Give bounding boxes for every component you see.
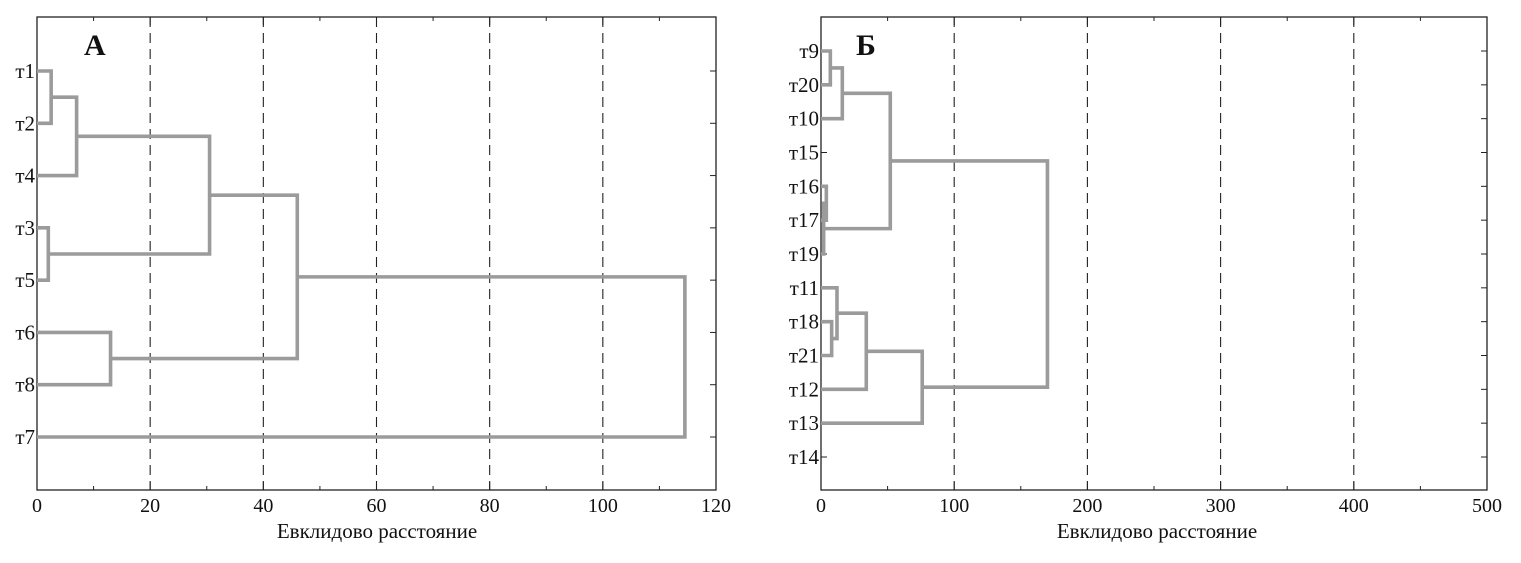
panel-b-merge-link	[821, 349, 925, 425]
panel-b-x-tick-label: 0	[816, 495, 826, 517]
panel-b-leaf-label: т14	[789, 445, 820, 469]
panel-b-leaf-label: т20	[789, 73, 819, 97]
panel-b-merge-link	[821, 319, 834, 358]
dendrogram-panel-a: А Евклидово расстояние 0 20 40 60 80 100 120 т1…	[15, 16, 731, 543]
panel-a-merge-link	[48, 134, 212, 256]
panel-b-x-tick-label: 400	[1339, 495, 1369, 517]
panel-a-x-tick-label: 40	[253, 495, 273, 517]
panel-a-leaf-label: т7	[15, 425, 35, 449]
panel-b-leaf-label: т12	[789, 377, 819, 401]
panel-a-merge-link	[37, 69, 53, 126]
panel-b-merge-link	[821, 311, 869, 392]
panel-a-x-axis-title: Евклидово расстояние	[277, 519, 477, 543]
panel-a-merge-link	[37, 275, 687, 439]
panel-a-merge-link	[37, 226, 51, 282]
panel-b-leaf-label: т11	[790, 276, 819, 300]
dendrogram-panel-b: Б Евклидово расстояние 0 100 200 300 400 500 т…	[789, 16, 1502, 543]
panel-a-x-tick-label: 100	[588, 495, 618, 517]
panel-a-merge-link	[37, 330, 113, 387]
panel-b-merge-link	[890, 159, 1050, 390]
panel-a-leaf-label: т4	[15, 164, 35, 188]
panel-b-merge-link	[821, 286, 839, 341]
panel-b-x-tick-label: 100	[939, 495, 969, 517]
panel-b-x-tick-label: 300	[1206, 495, 1236, 517]
panel-a-merge-link	[37, 95, 79, 178]
panel-b-leaf-label: т18	[789, 310, 819, 334]
panel-a-leaf-label: т1	[15, 59, 35, 83]
panel-b-leaf-label: т16	[789, 174, 819, 198]
panel-a-leaf-label: т2	[15, 111, 35, 135]
panel-a-leaf-label: т8	[15, 373, 35, 397]
panel-b-merge-link	[823, 91, 893, 231]
panel-b-leaf-label: т15	[789, 141, 819, 165]
panel-a-x-tick-label: 0	[32, 495, 42, 517]
panel-a-leaf-label: т5	[15, 268, 35, 292]
panel-b-leaf-label: т10	[789, 107, 819, 131]
panel-b-x-tick-label: 200	[1072, 495, 1102, 517]
panel-b-x-tick-label: 500	[1472, 495, 1502, 517]
panel-a-leaf-label: т6	[15, 320, 35, 344]
panel-a-x-tick-label: 60	[367, 495, 387, 517]
panel-a-x-tick-label: 20	[140, 495, 160, 517]
panel-a-label: А	[84, 29, 106, 62]
panel-b-leaf-label: т21	[789, 344, 819, 368]
panel-b-leaf-label: т17	[789, 208, 819, 232]
panel-b-leaf-label: т19	[789, 242, 819, 266]
panel-a-leaf-label: т3	[15, 216, 35, 240]
panel-b-label: Б	[856, 29, 876, 62]
panel-b-leaf-label: т13	[789, 411, 819, 435]
panel-b-leaf-label: т9	[799, 39, 819, 63]
panel-b-merge-link	[821, 49, 833, 87]
panel-a-x-tick-label: 80	[480, 495, 500, 517]
panel-a-x-tick-label: 120	[701, 495, 731, 517]
panel-a-merge-link	[110, 193, 300, 361]
panel-b-x-axis-title: Евклидово расстояние	[1057, 519, 1257, 543]
